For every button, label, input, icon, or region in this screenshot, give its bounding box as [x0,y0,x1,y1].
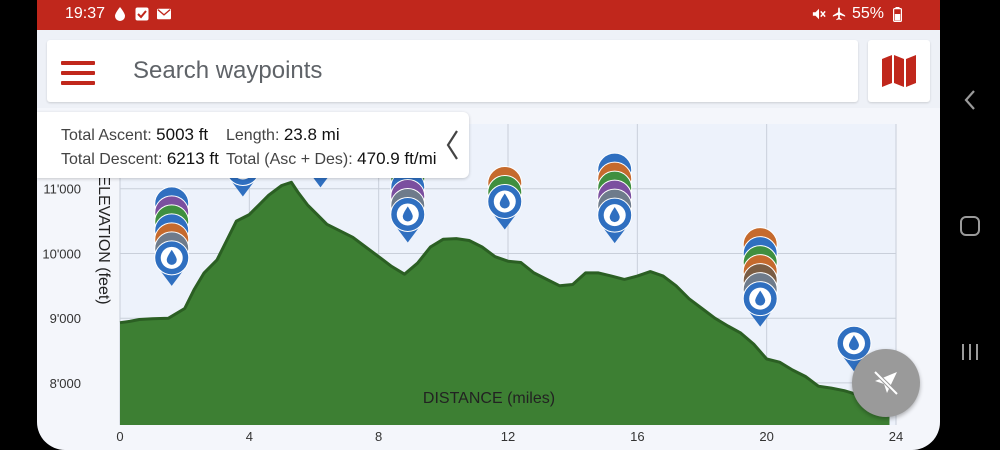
menu-icon-line [61,81,95,85]
total-descent-label: Total Descent: [61,151,163,168]
map-icon [882,55,916,87]
back-button[interactable] [952,82,988,118]
y-tick-label: 10'000 [42,246,81,261]
water-drop-icon [402,206,413,222]
search-card [47,40,858,102]
navigation-off-button[interactable] [852,349,920,417]
checkbox-icon [135,7,149,21]
route-stats-card: Total Ascent: 5003 ft Length: 23.8 mi To… [37,112,469,178]
total-ascent-value: 5003 ft [156,125,209,144]
mail-icon [157,7,172,21]
elevation-area [120,182,890,425]
status-time: 19:37 [65,5,106,22]
water-drop-icon [609,207,620,223]
axis-ticks: 0 4 8 12 16 20 24 8'000 9'000 10'000 11'000 [42,182,903,444]
water-drop-icon [755,290,766,306]
water-drop-icon [499,193,510,209]
y-tick-label: 11'000 [43,182,81,197]
x-axis-title: DISTANCE (miles) [423,390,555,407]
app-screen: 19:37 55% [37,0,940,450]
mute-icon [812,7,826,21]
search-input[interactable] [133,52,833,90]
water-drop-icon [848,335,859,351]
back-icon [964,90,975,110]
recents-button[interactable] [952,334,988,370]
stats-row-total: Total (Asc + Des): 470.9 ft/mi [226,149,437,169]
x-tick-label: 4 [246,429,253,444]
elevation-line [119,180,890,399]
water-drop-icon [113,7,127,21]
menu-icon-line [61,61,95,65]
length-value: 23.8 mi [283,125,340,144]
x-tick-label: 16 [630,429,644,444]
stats-row-descent: Total Descent: 6213 ft [61,149,219,169]
stats-row-length: Length: 23.8 mi [226,125,340,145]
total-descent-value: 6213 ft [166,149,219,168]
collapse-stats-button[interactable] [441,128,463,162]
navigation-off-icon [873,370,899,396]
waypoint-marker[interactable] [597,152,633,244]
y-axis-title: ELEVATION (feet) [95,175,112,304]
elevation-chart[interactable]: 0 4 8 12 16 20 24 8'000 9'000 10'000 11'000 DISTAN… [37,108,940,450]
total-asc-des-value: 470.9 ft/mi [357,149,437,168]
status-bar: 19:37 55% [37,0,940,30]
home-icon [960,216,980,236]
elevation-profile [119,180,890,425]
y-tick-label: 9'000 [50,311,81,326]
recents-icon [962,344,978,360]
battery-percent: 55% [851,5,884,22]
total-asc-des-label: Total (Asc + Des): [226,151,353,168]
system-nav-bar [940,0,1000,450]
app-bar [37,30,940,108]
stats-row-ascent: Total Ascent: 5003 ft [61,125,208,145]
x-tick-label: 8 [375,429,382,444]
menu-button[interactable] [59,54,99,88]
waypoint-marker[interactable] [154,186,190,286]
x-tick-label: 24 [889,429,903,444]
waypoint-marker[interactable] [487,166,523,230]
waypoint-markers[interactable] [154,132,872,372]
menu-icon-line [61,71,95,75]
length-label: Length: [226,127,280,144]
y-tick-label: 8'000 [50,376,81,391]
waypoint-marker[interactable] [742,227,778,327]
battery-icon [890,6,904,22]
airplane-icon [832,7,846,21]
x-tick-label: 12 [501,429,515,444]
x-tick-label: 0 [116,429,123,444]
home-button[interactable] [952,208,988,244]
water-drop-icon [166,249,177,265]
chevron-left-icon [446,130,458,160]
total-ascent-label: Total Ascent: [61,127,152,144]
x-tick-label: 20 [759,429,773,444]
map-button[interactable] [868,40,930,102]
